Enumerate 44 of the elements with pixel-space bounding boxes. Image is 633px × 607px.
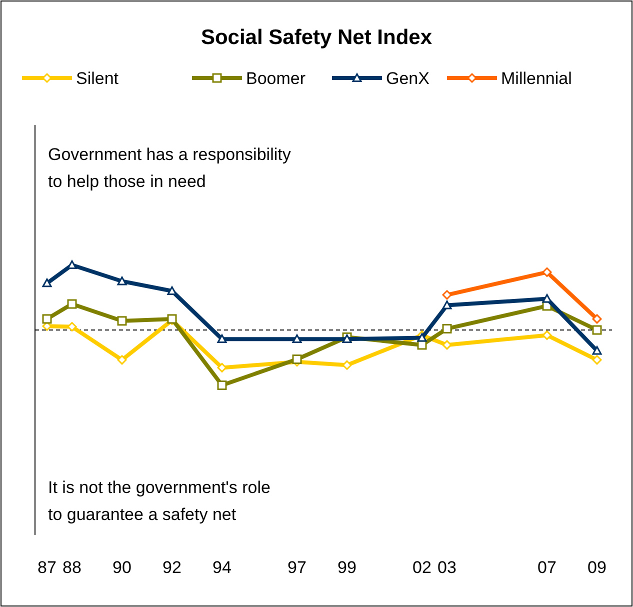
point — [42, 314, 52, 324]
point — [167, 286, 177, 295]
text: Government has a responsibility to help those in need — [48, 145, 292, 191]
point — [542, 267, 552, 277]
point — [442, 290, 452, 300]
point — [292, 354, 302, 364]
point — [442, 340, 452, 350]
point — [292, 334, 302, 344]
x-tick-label: 92 — [162, 558, 182, 577]
x-tick-label: 94 — [212, 558, 232, 577]
x-tick-label: 87 — [38, 558, 56, 577]
point — [117, 276, 127, 286]
point — [342, 360, 352, 370]
point — [592, 325, 602, 335]
x-tick-label: 90 — [112, 558, 132, 577]
point — [42, 278, 52, 288]
legend-label: Boomer — [246, 69, 306, 88]
legend-label: Silent — [76, 69, 119, 88]
point — [117, 355, 127, 365]
point — [217, 380, 227, 390]
point — [542, 294, 552, 303]
x-tick-label: 99 — [338, 558, 356, 577]
point — [217, 334, 227, 344]
point — [117, 316, 127, 326]
legend-label: GenX — [386, 69, 430, 88]
text: It is not the government's role to guarantee a safety net — [48, 478, 270, 524]
point — [542, 330, 552, 340]
chart-title: Social Safety Net Index — [200, 26, 432, 49]
point — [592, 346, 602, 355]
x-tick-label: 03 — [438, 558, 456, 577]
point — [67, 299, 77, 309]
legend-label: Millennial — [501, 69, 572, 88]
x-tick-label: 09 — [588, 558, 606, 577]
x-tick-label: 88 — [62, 558, 82, 577]
point — [592, 314, 602, 324]
point — [442, 324, 452, 334]
point — [67, 322, 77, 332]
point — [217, 362, 227, 372]
point — [592, 355, 602, 365]
point — [417, 333, 427, 342]
x-tick-label: 07 — [538, 558, 556, 577]
x-tick-label: 97 — [288, 558, 306, 577]
point — [442, 300, 452, 310]
x-tick-label: 02 — [412, 558, 432, 577]
